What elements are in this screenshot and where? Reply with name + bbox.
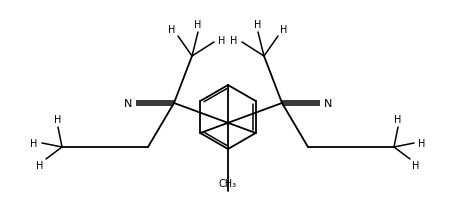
Text: H: H <box>194 20 201 30</box>
Text: CH₃: CH₃ <box>218 178 237 188</box>
Text: H: H <box>254 20 261 30</box>
Text: H: H <box>417 138 425 148</box>
Text: H: H <box>36 160 44 170</box>
Text: H: H <box>168 25 175 35</box>
Text: N: N <box>323 98 331 109</box>
Text: H: H <box>230 36 237 46</box>
Text: H: H <box>54 115 61 124</box>
Text: H: H <box>411 160 419 170</box>
Text: H: H <box>30 138 38 148</box>
Text: H: H <box>280 25 287 35</box>
Text: N: N <box>124 98 132 109</box>
Text: H: H <box>218 36 225 46</box>
Text: H: H <box>394 115 401 124</box>
